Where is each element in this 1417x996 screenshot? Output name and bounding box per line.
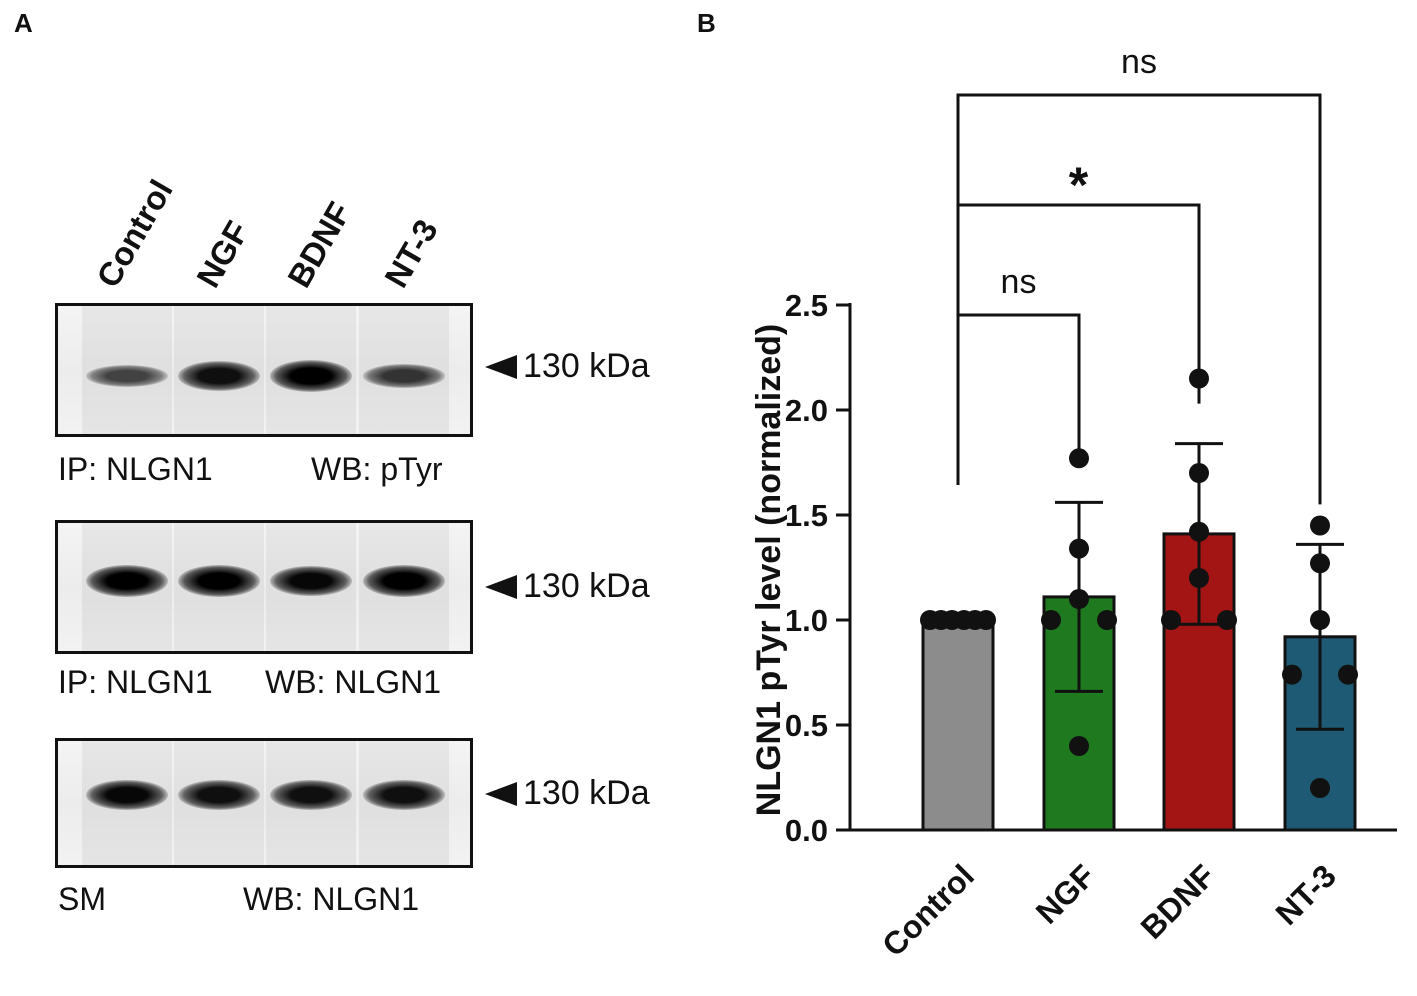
x-tick-label-control: Control (875, 857, 981, 963)
protein-band (86, 779, 168, 811)
panel-label-a: A (14, 8, 33, 38)
protein-band (363, 363, 445, 389)
significance-label: ns (1121, 43, 1157, 81)
blot-caption-wb: WB: NLGN1 (265, 664, 442, 700)
marker-label: 130 kDa (523, 774, 650, 812)
protein-band (178, 361, 260, 391)
blot-caption-wb: WB: pTyr (311, 451, 443, 487)
lane-label-bdnf: BDNF (280, 195, 358, 294)
blot-caption-ip: IP: NLGN1 (58, 451, 213, 487)
data-point (1069, 538, 1089, 559)
data-point (1282, 664, 1302, 685)
bar-ngf (1042, 595, 1116, 832)
data-point (1041, 610, 1061, 630)
bar-control (921, 618, 995, 832)
arrow-left-icon (485, 781, 517, 806)
data-point (1189, 521, 1209, 542)
significance-label: ns (1001, 263, 1037, 301)
y-tick-label: 1.5 (785, 498, 828, 533)
arrow-left-icon (485, 574, 517, 599)
y-tick-label: 0.0 (785, 813, 828, 848)
protein-band (270, 360, 352, 392)
blot-ptyr (55, 303, 473, 437)
data-point (1069, 736, 1089, 756)
significance-bracket (956, 313, 1081, 485)
marker-130kda-3: 130 kDa (485, 774, 650, 813)
y-tick-label: 2.0 (785, 393, 828, 428)
x-tick-label-bdnf: BDNF (1134, 857, 1222, 945)
protein-band (363, 565, 445, 597)
data-point (1310, 610, 1330, 630)
data-point (1189, 463, 1209, 483)
data-point (1069, 589, 1089, 609)
y-tick-label: 1.0 (785, 603, 828, 638)
marker-label: 130 kDa (523, 347, 650, 385)
data-point (976, 610, 996, 630)
lane-label-control: Control (89, 173, 180, 294)
blot-caption-sm: SM (58, 881, 106, 917)
protein-band (270, 780, 352, 810)
significance-bracket (956, 203, 1201, 404)
x-tick-label-nt-3: NT-3 (1268, 857, 1342, 931)
protein-band (363, 780, 445, 810)
data-point (1217, 610, 1237, 630)
protein-band (178, 565, 260, 597)
lane-label-ngf: NGF (189, 214, 256, 294)
y-axis-label: NLGN1 pTyr level (normalized) (750, 324, 788, 816)
protein-band (86, 565, 168, 597)
data-point (1189, 568, 1209, 588)
data-point (1161, 610, 1181, 630)
panel-label-b: B (697, 8, 716, 38)
y-tick-label: 0.5 (785, 708, 828, 743)
data-point (1338, 664, 1358, 685)
x-tick-label-ngf: NGF (1029, 857, 1102, 930)
y-tick-label: 2.5 (785, 288, 828, 323)
marker-130kda-1: 130 kDa (485, 347, 650, 386)
data-point (1310, 553, 1330, 574)
blot-caption-ip: IP: NLGN1 (58, 664, 213, 700)
protein-band (270, 565, 352, 597)
data-point (1097, 610, 1117, 630)
blot-caption-wb: WB: NLGN1 (243, 881, 420, 917)
blot-sm (55, 738, 473, 868)
data-point (1310, 515, 1330, 536)
protein-band (86, 364, 168, 388)
marker-130kda-2: 130 kDa (485, 567, 650, 606)
data-point (1310, 778, 1330, 798)
significance-label: * (1069, 157, 1089, 213)
lane-label-nt3: NT-3 (377, 213, 445, 294)
significance-bracket (956, 93, 1322, 505)
protein-band (178, 780, 260, 810)
arrow-left-icon (485, 354, 517, 379)
blot-nlgn1-ip (55, 520, 473, 654)
marker-label: 130 kDa (523, 567, 650, 605)
